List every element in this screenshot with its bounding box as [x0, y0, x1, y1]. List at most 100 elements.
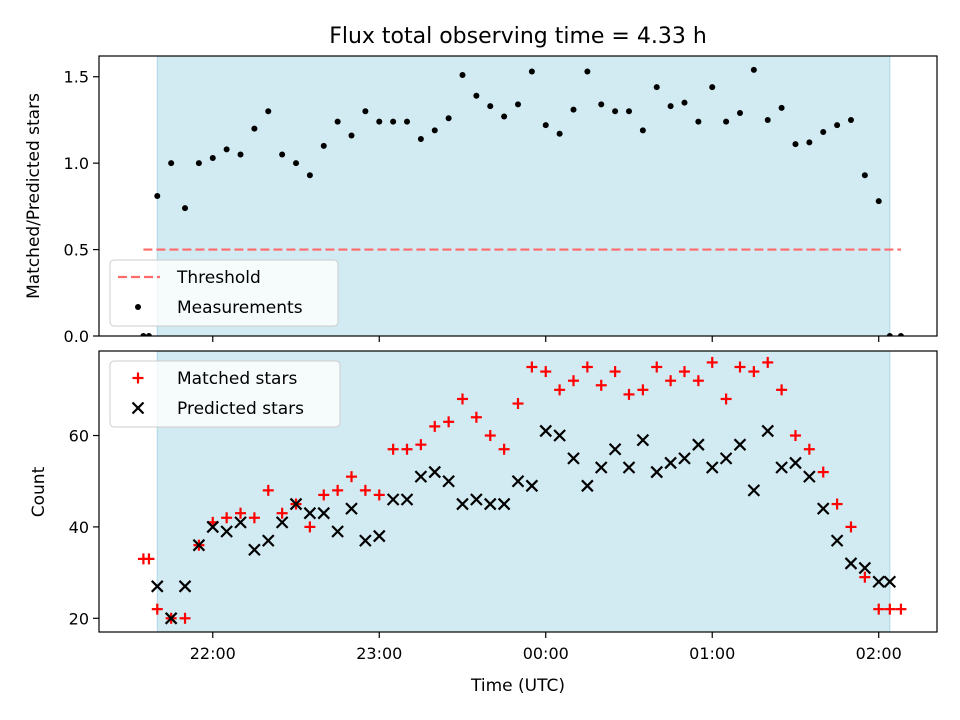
measurement-point — [570, 106, 577, 113]
matched-star-marker — [609, 366, 621, 378]
measurement-point — [293, 160, 300, 167]
measurement-point — [861, 172, 868, 179]
predicted-star-marker — [192, 538, 206, 552]
matched-star-marker — [859, 571, 871, 583]
matched-star-marker — [873, 603, 885, 615]
predicted-star-marker — [150, 580, 164, 593]
measurement-point — [764, 116, 771, 123]
matched-star-marker — [248, 512, 260, 524]
predicted-star-marker — [581, 479, 594, 493]
predicted-star-marker — [400, 493, 414, 506]
x-tick-label: 02:00 — [856, 644, 902, 663]
matched-star-marker — [734, 361, 746, 373]
measurement-point — [501, 113, 508, 120]
predicted-star-marker — [220, 525, 233, 538]
legend-x-swatch — [131, 401, 145, 415]
top-y-axis-label: Matched/Predicted stars — [24, 93, 44, 299]
chart-title: Flux total observing time = 4.33 h — [329, 24, 707, 49]
matched-star-marker — [470, 411, 482, 423]
bottom-y-axis-label: Count — [29, 466, 49, 517]
predicted-star-marker — [414, 470, 428, 483]
matched-star-marker — [143, 553, 155, 565]
measurement-point — [625, 108, 632, 115]
predicted-star-marker — [456, 497, 469, 511]
predicted-star-marker — [719, 452, 733, 465]
measurement-point — [390, 118, 397, 125]
measurement-point — [639, 127, 646, 134]
predicted-star-marker — [470, 493, 483, 506]
matched-star-marker — [581, 361, 593, 373]
matched-star-marker — [373, 489, 385, 501]
matched-star-marker — [678, 366, 690, 378]
predicted-star-marker — [359, 534, 372, 547]
predicted-star-marker — [525, 479, 539, 493]
predicted-star-marker — [345, 502, 358, 515]
measurement-point — [279, 151, 286, 158]
x-tick-label: 01:00 — [689, 644, 735, 663]
predicted-star-marker — [553, 429, 566, 442]
x-tick-label: 00:00 — [523, 644, 569, 663]
measurement-point — [584, 68, 591, 75]
measurement-point — [348, 132, 355, 139]
measurement-point — [897, 333, 904, 336]
matched-star-marker — [179, 612, 191, 624]
matched-star-marker — [332, 484, 344, 496]
matched-star-marker — [221, 512, 233, 524]
measurement-point — [362, 108, 369, 115]
predicted-star-marker — [234, 516, 247, 529]
measurement-point — [376, 118, 383, 125]
predicted-star-marker — [883, 575, 897, 589]
measurement-point — [473, 92, 480, 99]
matched-star-marker — [762, 356, 774, 368]
predicted-star-marker — [164, 612, 178, 625]
predicted-star-marker — [594, 461, 608, 474]
predicted-star-marker — [248, 543, 261, 557]
matched-star-marker — [776, 384, 788, 396]
measurement-point — [778, 104, 785, 111]
measurement-point — [154, 193, 161, 199]
matched-star-marker — [401, 443, 413, 455]
predicted-star-marker — [872, 575, 886, 589]
legend-label: Threshold — [176, 268, 261, 288]
legend-label: Measurements — [177, 298, 303, 318]
matched-star-marker — [895, 603, 907, 615]
matched-star-marker — [554, 384, 566, 396]
predicted-star-marker — [539, 424, 553, 438]
matched-star-marker — [443, 416, 455, 428]
top-plot-area — [140, 66, 904, 336]
predicted-star-marker — [372, 529, 386, 543]
predicted-star-marker — [261, 534, 275, 547]
predicted-star-marker — [289, 497, 303, 511]
matched-star-marker — [304, 521, 316, 533]
top-y-tick-label: 1.0 — [64, 154, 89, 173]
measurement-point — [320, 142, 327, 149]
measurement-point — [445, 115, 452, 122]
measurement-point — [140, 333, 147, 336]
bottom-y-tick-label: 40 — [69, 518, 89, 537]
matched-star-marker — [346, 471, 358, 483]
matched-star-marker — [457, 393, 469, 405]
top-axes-frame — [98, 55, 938, 337]
top-y-tick-label: 0.0 — [64, 327, 89, 346]
top-legend — [109, 259, 339, 327]
measurement-point — [515, 101, 521, 108]
measurement-point — [792, 141, 799, 148]
measurement-point — [750, 66, 757, 73]
predicted-star-marker — [830, 534, 844, 547]
predicted-star-marker — [275, 516, 289, 529]
measurement-point — [334, 118, 341, 125]
measurement-point — [667, 103, 674, 110]
predicted-star-marker — [608, 442, 622, 456]
predicted-star-marker — [747, 484, 761, 497]
predicted-star-marker — [206, 520, 220, 534]
predicted-star-marker — [803, 470, 816, 483]
measurement-point — [653, 84, 660, 91]
matched-star-marker — [595, 379, 607, 391]
matched-star-marker — [651, 361, 663, 373]
predicted-star-marker — [567, 452, 580, 465]
matched-star-marker — [665, 375, 677, 387]
matched-star-marker — [884, 603, 896, 615]
matched-star-marker — [540, 366, 552, 378]
predicted-star-marker — [303, 506, 317, 520]
